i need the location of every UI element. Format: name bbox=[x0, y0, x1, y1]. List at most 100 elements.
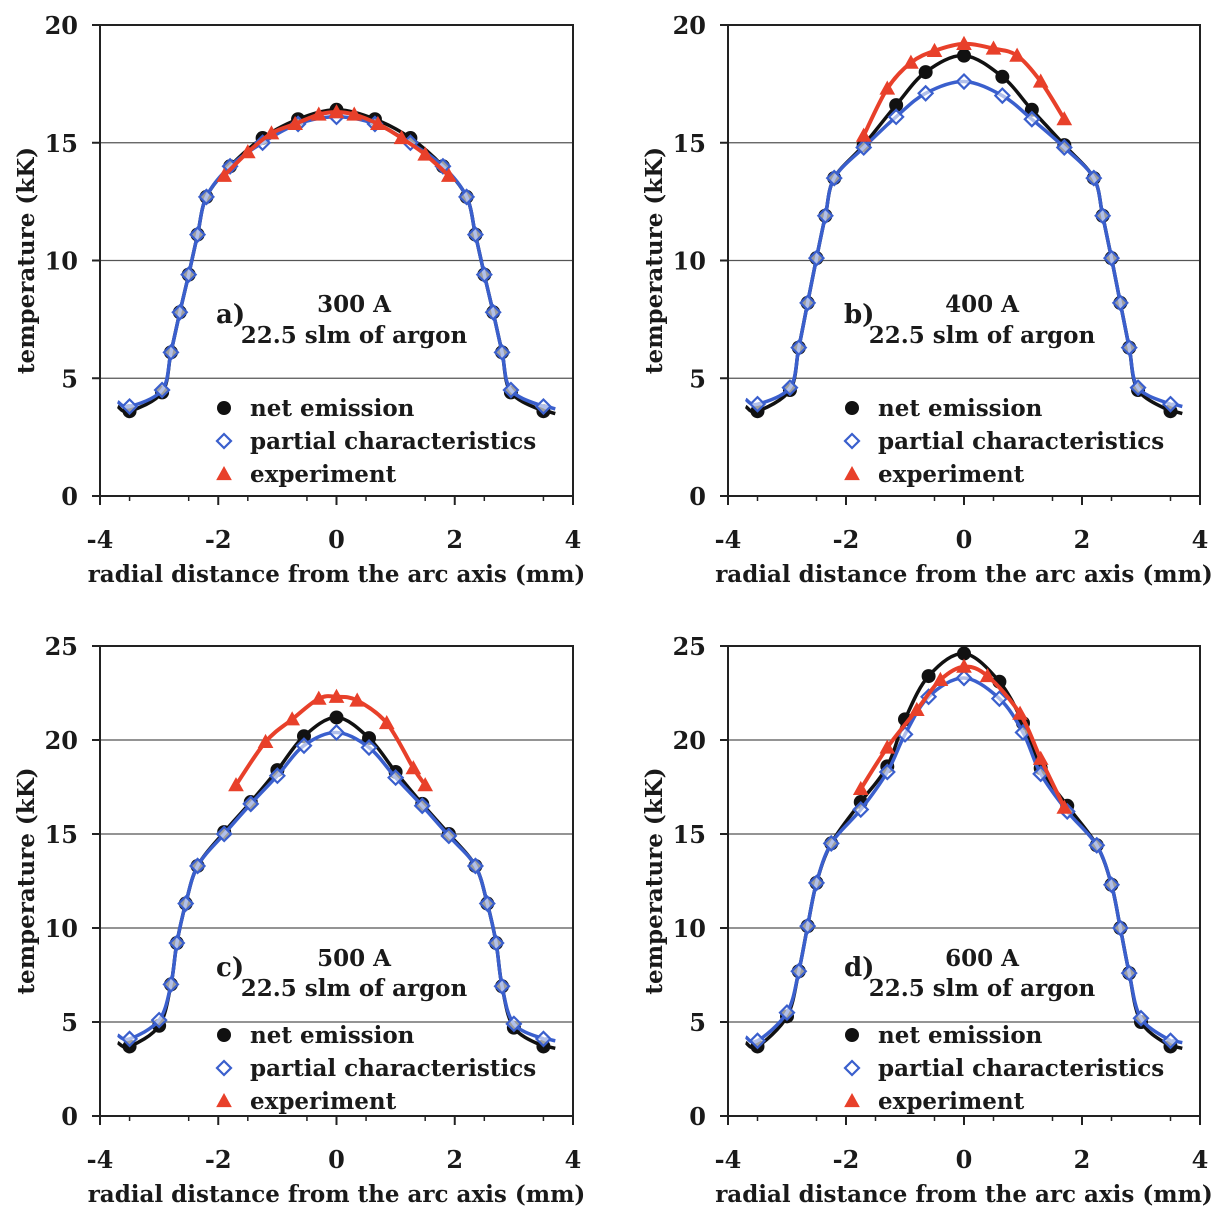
y-tick-label: 5 bbox=[61, 1008, 78, 1037]
partial-characteristics-point bbox=[1023, 110, 1041, 128]
experiment-point bbox=[1056, 799, 1073, 814]
legend-label: experiment bbox=[878, 461, 1025, 488]
experiment-point bbox=[1009, 47, 1025, 62]
experiment-point bbox=[852, 780, 869, 795]
partial-characteristics-point bbox=[955, 669, 973, 687]
experiment-point bbox=[1032, 73, 1049, 88]
x-tick-label: 4 bbox=[1192, 525, 1209, 554]
partial-characteristics-point bbox=[790, 962, 808, 980]
partial-characteristics-point bbox=[852, 801, 870, 819]
annotation-flow: 22.5 slm of argon bbox=[869, 322, 1096, 349]
y-tick-label: 5 bbox=[689, 1008, 706, 1037]
x-tick-label: -2 bbox=[205, 1145, 232, 1174]
partial-characteristics-point bbox=[150, 1011, 168, 1029]
partial-characteristics-point bbox=[387, 769, 405, 787]
partial-characteristics-point bbox=[1102, 249, 1121, 267]
experiment-point bbox=[405, 760, 422, 775]
partial-characteristics-point bbox=[534, 1030, 552, 1048]
partial-characteristics-point bbox=[1088, 836, 1106, 854]
partial-characteristics-point bbox=[790, 339, 808, 357]
y-tick-label: 10 bbox=[45, 247, 78, 276]
net-emission-point bbox=[957, 646, 971, 661]
net-emission-point bbox=[1024, 102, 1039, 117]
x-axis-label: radial distance from the arc axis (mm) bbox=[88, 1181, 586, 1208]
legend-label: net emission bbox=[878, 395, 1043, 422]
legend-marker bbox=[217, 401, 231, 415]
partial-characteristics-point bbox=[1094, 207, 1112, 225]
x-tick-label: -2 bbox=[833, 1145, 860, 1174]
partial-characteristics-point bbox=[242, 795, 260, 813]
experiment-point bbox=[349, 692, 366, 707]
partial-characteristics-point bbox=[505, 1015, 523, 1033]
annotation-flow: 22.5 slm of argon bbox=[241, 322, 468, 349]
partial-characteristics-point bbox=[534, 397, 552, 416]
partial-characteristics-point bbox=[816, 207, 834, 225]
partial-characteristics-point bbox=[993, 87, 1011, 105]
experiment-point bbox=[310, 690, 327, 705]
y-tick-label: 25 bbox=[673, 632, 706, 661]
series-line bbox=[859, 664, 1067, 809]
legend-label: net emission bbox=[250, 1022, 415, 1049]
x-tick-label: 4 bbox=[565, 525, 582, 554]
partial-characteristics-point bbox=[121, 1030, 139, 1048]
partial-characteristics-point bbox=[215, 825, 233, 843]
experiment-point bbox=[1032, 750, 1049, 765]
x-tick-label: 0 bbox=[956, 525, 973, 554]
partial-characteristics-point bbox=[162, 975, 180, 993]
y-tick-label: 20 bbox=[45, 11, 78, 40]
y-axis-label: temperature (kK) bbox=[13, 767, 40, 994]
experiment-point bbox=[440, 167, 457, 182]
partial-characteristics-point bbox=[475, 266, 493, 284]
legend-marker bbox=[844, 1092, 860, 1108]
annotation-current: 400 A bbox=[945, 291, 1020, 318]
experiment-point bbox=[903, 54, 919, 69]
partial-characteristics-point bbox=[440, 827, 458, 845]
chart-panel: -4 -2 0 2 4 0 5 10 15 20 radial distance from the … bbox=[641, 11, 1212, 588]
series-line bbox=[116, 108, 556, 416]
experiment-point bbox=[257, 733, 274, 748]
legend-label: partial characteristics bbox=[250, 1055, 536, 1082]
partial-characteristics-point bbox=[180, 266, 198, 284]
partial-characteristics-point bbox=[778, 1004, 796, 1022]
experiment-point bbox=[346, 106, 363, 121]
experiment-point bbox=[956, 35, 972, 50]
net-emission-point bbox=[362, 731, 377, 746]
experiment-point bbox=[417, 777, 434, 792]
experiment-point bbox=[985, 40, 1002, 55]
x-tick-label: -4 bbox=[87, 1145, 114, 1174]
experiment-point bbox=[979, 668, 996, 683]
legend-marker bbox=[216, 465, 232, 481]
experiment-point bbox=[370, 115, 386, 131]
partial-characteristics-point bbox=[502, 381, 520, 399]
panel-label: b) bbox=[844, 300, 874, 330]
partial-characteristics-point bbox=[153, 381, 171, 399]
legend-label: experiment bbox=[250, 461, 397, 488]
x-tick-label: 2 bbox=[1074, 525, 1091, 554]
x-tick-label: 0 bbox=[328, 1145, 345, 1174]
x-tick-label: -2 bbox=[205, 525, 232, 554]
experiment-point bbox=[926, 42, 943, 58]
partial-characteristics-point bbox=[466, 226, 484, 244]
y-tick-label: 5 bbox=[689, 364, 706, 393]
legend-marker bbox=[216, 1092, 232, 1108]
annotation-current: 500 A bbox=[317, 945, 392, 972]
annotation-flow: 22.5 slm of argon bbox=[241, 975, 468, 1002]
legend-marker bbox=[217, 1028, 231, 1042]
partial-characteristics-point bbox=[1085, 169, 1103, 187]
y-tick-label: 15 bbox=[673, 129, 706, 158]
experiment-point bbox=[287, 115, 303, 131]
partial-characteristics-point bbox=[487, 934, 505, 952]
partial-characteristics-point bbox=[189, 226, 207, 244]
x-tick-label: 2 bbox=[446, 1145, 463, 1174]
partial-characteristics-point bbox=[822, 834, 840, 852]
partial-characteristics-point bbox=[478, 895, 496, 913]
partial-characteristics-point bbox=[177, 895, 195, 913]
legend-label: experiment bbox=[250, 1088, 397, 1115]
experiment-point bbox=[908, 701, 925, 717]
partial-characteristics-point bbox=[197, 188, 215, 206]
chart-panel: -4 -2 0 2 4 0 5 10 15 20 25 radial distance from th… bbox=[641, 632, 1212, 1208]
legend: net emission partial characteristics exper… bbox=[843, 1022, 1164, 1115]
y-tick-label: 20 bbox=[673, 11, 706, 40]
net-emission-point bbox=[889, 98, 904, 113]
experiment-point bbox=[1056, 111, 1073, 126]
